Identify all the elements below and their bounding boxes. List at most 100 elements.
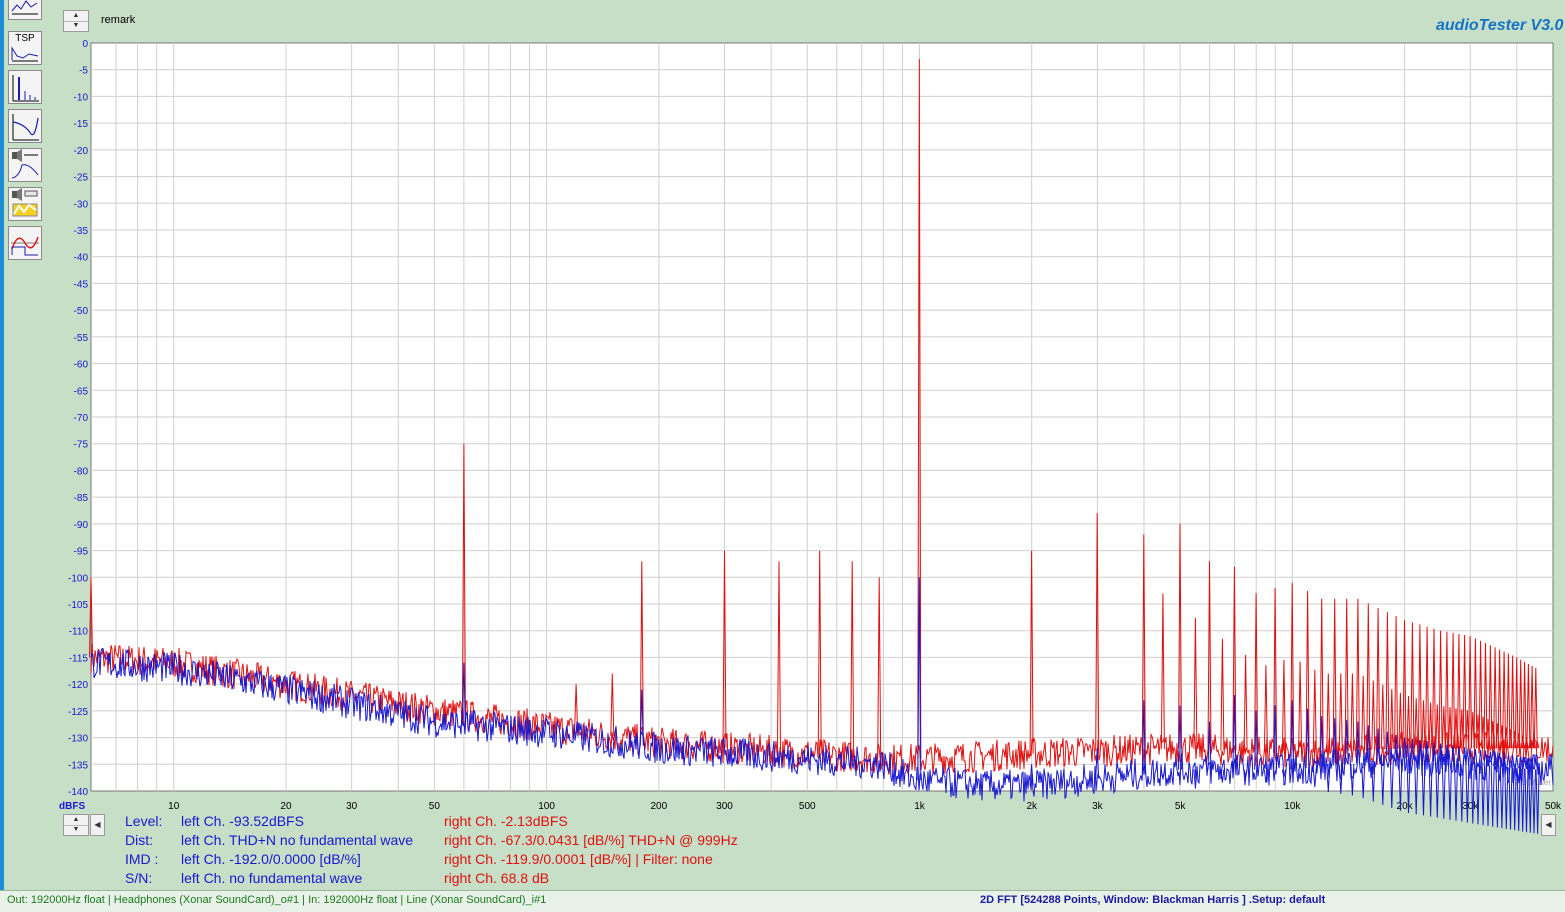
fft-icon[interactable] — [8, 70, 42, 104]
series-2-peak — [1456, 746, 1461, 764]
series-2-peak — [1425, 741, 1430, 761]
x-tick-label: 300 — [716, 801, 733, 812]
series-2-peak — [1470, 764, 1475, 824]
series-2-peak — [1380, 760, 1385, 805]
series-1-peak — [1414, 698, 1419, 749]
x-tick-label: 10k — [1284, 801, 1301, 812]
y-tick-label: -110 — [69, 627, 89, 638]
series-2-peak — [1332, 718, 1337, 766]
x-tick-label: 1k — [914, 801, 926, 812]
y-tick-label: -85 — [74, 493, 89, 504]
series-2-peak — [1506, 754, 1511, 768]
series-2-peak — [1243, 769, 1248, 778]
series-1-peak — [1522, 661, 1527, 749]
series-2-peak — [1029, 764, 1034, 786]
series-1-peak — [1432, 628, 1436, 749]
series-1-peak — [1526, 663, 1531, 749]
series-1-peak — [1398, 692, 1403, 749]
x-tick-label: 5k — [1175, 801, 1187, 812]
scroll-left-button-right[interactable]: ◀ — [1541, 814, 1556, 836]
readout-spinner[interactable]: ▲ ▼ — [63, 814, 89, 836]
spin-down-icon[interactable]: ▼ — [72, 826, 80, 833]
level-left-value: left Ch. -93.52dBFS — [181, 813, 304, 829]
series-2-peak — [1281, 769, 1286, 778]
x-tick-label: 100 — [538, 801, 555, 812]
watermark: © U.Müller — [1513, 778, 1551, 787]
series-2-peak — [1305, 708, 1310, 769]
series-1-peak — [1510, 655, 1515, 749]
series-1-peak — [1425, 626, 1430, 749]
y-tick-label: -95 — [74, 547, 89, 558]
series-2-peak — [1385, 731, 1390, 761]
series-2-peak — [1476, 764, 1480, 825]
speaker-sweep-icon[interactable] — [8, 187, 42, 221]
x-tick-label: 10 — [168, 801, 180, 812]
sn-left-value: left Ch. no fundamental wave — [181, 870, 363, 886]
y-tick-label: -20 — [74, 146, 89, 157]
series-2-peak — [1490, 766, 1495, 827]
y-tick-label: -50 — [74, 306, 89, 317]
series-1-peak — [1273, 587, 1278, 753]
series-2-peak — [1528, 769, 1533, 833]
x-tick-label: 20 — [280, 801, 292, 812]
y-tick-label: -105 — [68, 600, 88, 611]
x-tick-label: 500 — [799, 801, 816, 812]
sn-label: S/N: — [125, 870, 153, 886]
spin-up-icon[interactable]: ▲ — [64, 815, 88, 826]
series-2-peak — [1508, 767, 1513, 830]
series-2-peak — [1478, 749, 1483, 766]
series-1-peak — [1220, 638, 1225, 751]
status-fft-info: 2D FFT [524288 Points, Window: Blackman … — [980, 894, 1326, 906]
spectrum-view-icon[interactable] — [8, 0, 42, 20]
series-1-peak — [1298, 661, 1303, 754]
series-2-peak — [1468, 748, 1473, 765]
series-2-peak — [1406, 759, 1411, 814]
series-2-peak — [1421, 760, 1426, 816]
series-1-peak — [1473, 638, 1478, 749]
series-2-peak — [1488, 751, 1493, 766]
series-2-peak — [1432, 742, 1436, 762]
dist-right-value: right Ch. -67.3/0.0431 [dB/%] THD+N @ 99… — [444, 832, 738, 848]
series-1-peak — [1402, 619, 1407, 749]
series-2-peak — [1338, 764, 1343, 794]
series-1-peak — [1254, 593, 1259, 752]
series-1-peak — [917, 58, 922, 759]
series-1-peak — [722, 550, 727, 748]
series-1-peak — [1462, 634, 1467, 749]
scroll-left-button[interactable]: ◀ — [90, 814, 105, 836]
series-1-peak — [1394, 616, 1399, 749]
series-1-peak — [1514, 657, 1519, 749]
series-1-peak — [1535, 741, 1540, 749]
remark-spinner[interactable]: ▲ ▼ — [63, 10, 89, 32]
series-2-peak — [1312, 767, 1317, 788]
series-1-peak — [1380, 684, 1385, 750]
series-2-peak — [1454, 763, 1458, 821]
y-tick-label: -25 — [74, 173, 89, 184]
y-tick-label: -15 — [74, 119, 89, 130]
frequency-response-icon[interactable] — [8, 109, 42, 143]
series-1-peak — [89, 577, 93, 658]
series-1-peak — [1385, 612, 1390, 750]
series-2-peak — [1483, 750, 1488, 766]
imd-label: IMD : — [125, 851, 159, 867]
spin-up-icon[interactable]: ▲ — [64, 11, 88, 22]
speaker-response-icon[interactable] — [8, 148, 42, 182]
series-1-peak — [1326, 673, 1331, 752]
series-1-peak — [1281, 659, 1286, 754]
waveform-icon[interactable] — [8, 226, 42, 260]
dist-label: Dist: — [125, 832, 153, 848]
series-1-peak — [1497, 649, 1502, 749]
series-2-peak — [1486, 765, 1490, 826]
tsp-icon[interactable]: TSP — [8, 31, 42, 65]
spin-down-icon[interactable]: ▼ — [72, 22, 80, 29]
series-2-peak — [1524, 768, 1529, 833]
y-tick-label: -100 — [68, 573, 88, 584]
series-1-peak — [1290, 582, 1295, 754]
y-tick-label: -115 — [69, 653, 89, 664]
series-1-peak — [1141, 534, 1146, 750]
y-tick-label: -35 — [74, 226, 89, 237]
series-2-peak — [1435, 761, 1440, 818]
series-1-peak — [1350, 673, 1355, 751]
series-1-peak — [1410, 622, 1415, 749]
series-2-peak — [1504, 767, 1509, 829]
